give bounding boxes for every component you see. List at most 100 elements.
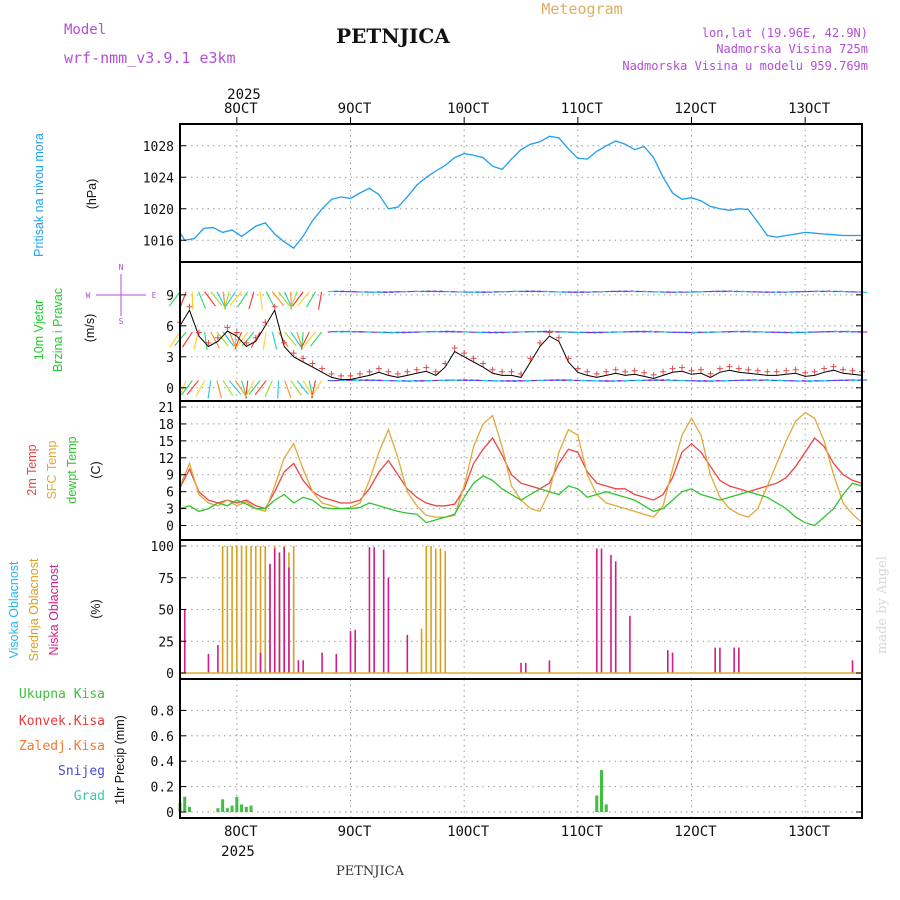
wind-gust-marker [356,370,363,377]
top-time-tick-label: 9OCT [338,101,372,117]
grid-layer [180,124,862,818]
y-tick-label: 1024 [143,171,174,186]
top-time-tick-label: 8OCT [224,101,258,117]
wind-arrow [297,291,310,306]
wind-gust-marker [792,366,799,373]
wind-gust-marker [593,370,600,377]
page-title: PETNJICA [336,24,450,48]
meteogram-label: Meteogram [541,0,622,18]
temp-unit: (C) [89,461,103,478]
model-label: Model [64,22,106,38]
wind-arrow [537,330,548,333]
wind-arrow [327,290,338,293]
wind-gust-marker [669,365,676,372]
wind-gust-marker [679,364,686,371]
y-tick-label: 12 [158,452,174,467]
wind-gust-marker [338,372,345,379]
wind-arrow [169,331,181,348]
wind-gust-marker [650,371,657,378]
wind-arrow [181,380,193,396]
precip-bar [216,808,220,812]
wind-gust-marker [489,366,496,373]
wind-gust-marker [252,334,259,341]
wind-arrow [389,331,400,334]
wind-gust-marker [536,339,543,346]
wind-gust-marker [328,370,335,377]
wind-gust-marker [375,365,382,372]
wind-arrow [193,331,200,350]
wind-gust-marker [385,368,392,375]
wind-gust-marker [195,329,202,336]
cloud-ylabel-high: Visoka Oblacnost [7,561,21,659]
wind-arrow [254,380,267,396]
wind-arrow [296,380,309,395]
wind-arrow [278,291,290,307]
elevation-text: Nadmorska Visina 725m [716,42,868,56]
wind-arrow [204,331,208,350]
wind-gust-marker [347,372,354,379]
wind-arrow [225,291,236,308]
wind-gust-marker [413,366,420,373]
wind-gust-marker [508,368,515,375]
precip-bar [244,806,248,812]
wind-arrow [426,290,437,293]
wind-gust-marker [849,367,856,374]
y-tick-label: 0.6 [151,730,174,745]
cloud-ylabel-low: Niska Oblacnost [47,564,61,656]
wind-gust-marker [281,339,288,346]
legend-zaledj-kisa: Zaledj.Kisa [19,739,105,754]
wind-arrow [234,331,243,350]
wind-arrow [284,380,292,398]
wind-arrow [168,291,181,307]
wind-arrow [197,291,207,309]
wind-arrow [236,331,249,347]
y-tick-label: 9 [166,289,174,304]
wind-gust-marker [470,355,477,362]
bottom-time-tick-label: 11OCT [561,824,604,840]
wind-gust-marker [697,366,704,373]
panel-frame [179,400,863,541]
wind-arrow [292,291,304,307]
panel-frame [179,123,863,263]
wind-gust-marker [423,364,430,371]
wind-arrow [259,291,263,310]
y-tick-label: 75 [158,572,174,587]
compass-w: W [86,291,91,300]
wind-gust-marker [726,363,733,370]
wind-arrow [317,291,323,310]
wind-arrow [277,380,280,399]
y-tick-label: 3 [166,503,174,518]
top-time-tick-label: 10OCT [447,101,490,117]
precip-bar [183,796,187,812]
series-line-wind-speed [179,309,863,380]
wind-arrow [234,380,246,396]
wind-arrow [407,379,418,382]
wind-gust-marker [688,367,695,374]
wind-gust-marker [764,368,771,375]
y-tick-label: 50 [158,604,174,619]
precip-unit: 1hr Precip (mm) [113,715,127,805]
lonlat-text: lon,lat (19.96E, 42.9N) [702,26,868,40]
wind-arrow [284,291,293,309]
y-tick-label: 1028 [143,140,174,155]
wind-arrow [376,291,388,294]
wind-gust-marker [735,365,742,372]
y-tick-label: 0.2 [151,781,174,796]
wind-arrow [248,291,255,310]
wind-gust-marker [830,363,837,370]
y-tick-label: 0.8 [151,704,174,719]
bottom-year-label: 2025 [221,844,255,860]
precip-bar [221,799,225,812]
wind-gust-marker [555,334,562,341]
wind-gust-marker [394,370,401,377]
wind-arrow [524,290,535,293]
y-tick-label: 0 [166,520,174,535]
wind-gust-marker [290,350,297,357]
wind-gust-marker [300,355,307,362]
compass-s: S [119,317,124,326]
wind-arrow [290,291,298,309]
legend-konvek-kisa: Konvek.Kisa [19,714,105,729]
wind-ylabel: 10m Vjetar [32,300,46,360]
wind-gust-marker [243,339,250,346]
